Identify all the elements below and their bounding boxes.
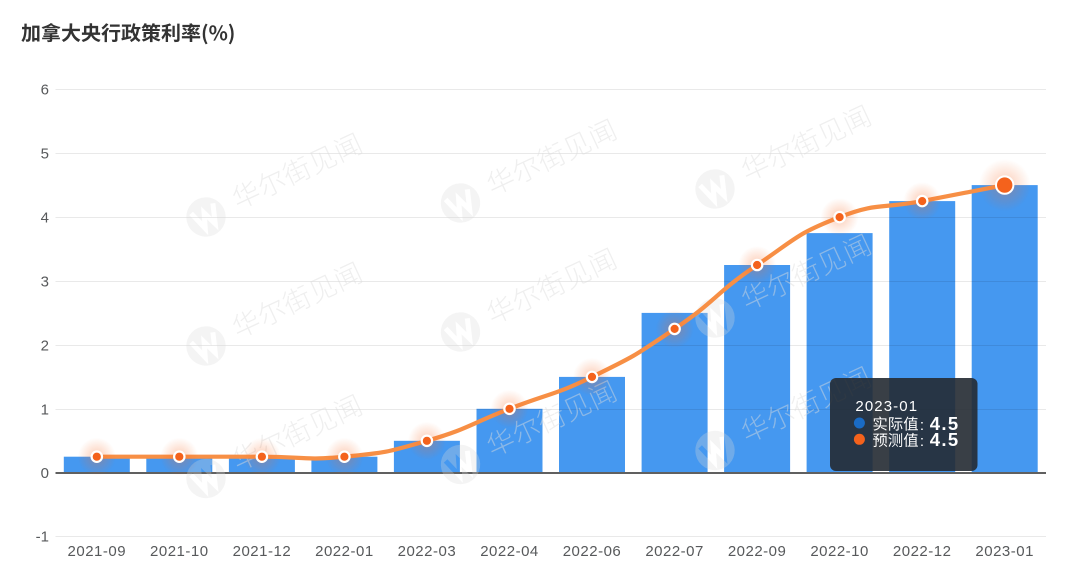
svg-text:0: 0 <box>41 465 49 482</box>
svg-text:2022-04: 2022-04 <box>480 543 539 560</box>
svg-text:1: 1 <box>41 401 49 418</box>
svg-text:4.5: 4.5 <box>930 413 960 434</box>
svg-text::: : <box>920 433 924 450</box>
svg-text:2022-07: 2022-07 <box>645 543 704 560</box>
svg-text:4.5: 4.5 <box>930 429 960 450</box>
svg-text:3: 3 <box>41 273 49 290</box>
svg-text:2021-12: 2021-12 <box>233 543 292 560</box>
svg-text:4: 4 <box>41 209 49 226</box>
svg-text:2022-09: 2022-09 <box>728 543 787 560</box>
svg-text:2022-06: 2022-06 <box>563 543 622 560</box>
svg-text:2022-03: 2022-03 <box>398 543 457 560</box>
svg-text:2022-01: 2022-01 <box>315 543 374 560</box>
svg-text:2021-10: 2021-10 <box>150 543 209 560</box>
svg-text:2022-12: 2022-12 <box>893 543 952 560</box>
svg-text:2023-01: 2023-01 <box>975 543 1034 560</box>
svg-text:2022-10: 2022-10 <box>810 543 869 560</box>
svg-text:-1: -1 <box>36 528 49 545</box>
svg-text:5: 5 <box>41 145 49 162</box>
svg-text:6: 6 <box>41 81 49 98</box>
svg-text::: : <box>920 417 924 434</box>
svg-text:2023-01: 2023-01 <box>855 398 918 415</box>
svg-text:2: 2 <box>41 337 49 354</box>
svg-text:2021-09: 2021-09 <box>68 543 127 560</box>
